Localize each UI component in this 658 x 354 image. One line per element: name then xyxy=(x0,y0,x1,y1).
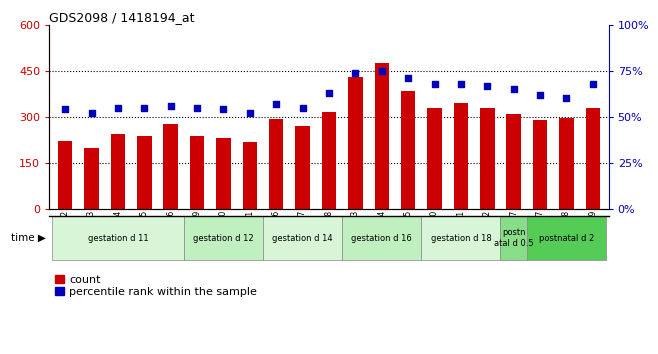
FancyBboxPatch shape xyxy=(501,216,527,260)
Point xyxy=(588,81,598,86)
Text: postn
atal d 0.5: postn atal d 0.5 xyxy=(494,228,534,248)
Bar xyxy=(322,112,336,209)
Point xyxy=(350,70,361,75)
Bar xyxy=(163,125,178,209)
Bar xyxy=(401,91,415,209)
Bar xyxy=(480,108,495,209)
Point xyxy=(218,107,229,112)
Bar xyxy=(84,148,99,209)
Bar xyxy=(58,141,72,209)
Bar xyxy=(559,118,574,209)
Point xyxy=(509,86,519,92)
Point xyxy=(429,81,440,86)
Point xyxy=(403,75,413,81)
Bar xyxy=(374,63,389,209)
FancyBboxPatch shape xyxy=(263,216,342,260)
Bar xyxy=(533,120,547,209)
Bar xyxy=(453,103,468,209)
Bar xyxy=(269,119,284,209)
Point xyxy=(482,83,493,88)
Bar xyxy=(348,77,363,209)
Text: gestation d 18: gestation d 18 xyxy=(430,234,492,242)
Point xyxy=(376,68,387,74)
Point xyxy=(245,110,255,116)
Bar xyxy=(586,108,600,209)
Point xyxy=(60,107,70,112)
Bar xyxy=(243,142,257,209)
Bar xyxy=(216,138,231,209)
Legend: count, percentile rank within the sample: count, percentile rank within the sample xyxy=(55,275,257,297)
Point xyxy=(535,92,545,98)
Point xyxy=(297,105,308,110)
Text: gestation d 14: gestation d 14 xyxy=(272,234,333,242)
FancyBboxPatch shape xyxy=(184,216,263,260)
Bar xyxy=(111,134,125,209)
Text: gestation d 11: gestation d 11 xyxy=(88,234,148,242)
Bar xyxy=(427,108,442,209)
FancyBboxPatch shape xyxy=(527,216,606,260)
Text: gestation d 16: gestation d 16 xyxy=(351,234,412,242)
Bar xyxy=(190,136,205,209)
FancyBboxPatch shape xyxy=(52,216,184,260)
Point xyxy=(455,81,466,86)
Point xyxy=(271,101,282,107)
Text: postnatal d 2: postnatal d 2 xyxy=(539,234,594,242)
FancyBboxPatch shape xyxy=(342,216,421,260)
Bar xyxy=(137,136,151,209)
Point xyxy=(139,105,149,110)
Text: time ▶: time ▶ xyxy=(11,233,46,243)
Text: GDS2098 / 1418194_at: GDS2098 / 1418194_at xyxy=(49,11,195,24)
Point xyxy=(86,110,97,116)
Point xyxy=(165,103,176,109)
Bar xyxy=(507,114,521,209)
Bar xyxy=(295,126,310,209)
Text: gestation d 12: gestation d 12 xyxy=(193,234,254,242)
Point xyxy=(561,96,572,101)
Point xyxy=(113,105,123,110)
FancyBboxPatch shape xyxy=(421,216,501,260)
Point xyxy=(192,105,203,110)
Point xyxy=(324,90,334,96)
